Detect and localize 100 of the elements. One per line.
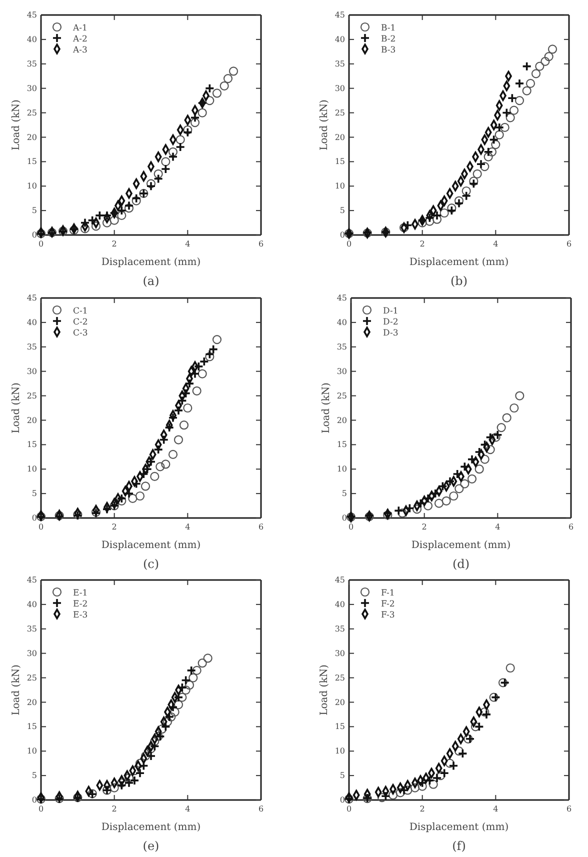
legend-label: D-1 — [383, 306, 398, 316]
y-tick-label: 40 — [26, 318, 37, 328]
y-tick-label: 5 — [32, 489, 37, 498]
y-tick-label: 5 — [340, 771, 345, 780]
x-tick-label: 4 — [493, 240, 498, 249]
y-tick-label: 25 — [26, 673, 37, 682]
legend-label: B-2 — [381, 34, 396, 44]
y-axis-title: Load (kN) — [319, 100, 330, 150]
x-axis-title: Displacement (mm) — [101, 822, 201, 833]
y-tick-label: 20 — [334, 132, 345, 142]
y-tick-label: 0 — [32, 514, 37, 523]
y-tick-label: 0 — [342, 514, 347, 523]
legend-label: F-3 — [381, 610, 395, 620]
y-tick-label: 35 — [334, 59, 345, 68]
x-tick-label: 2 — [112, 240, 117, 249]
legend-label: B-1 — [381, 24, 396, 34]
x-tick-label: 4 — [185, 522, 190, 532]
y-axis-title: Load (kN) — [321, 382, 332, 434]
y-tick-label: 30 — [334, 84, 345, 93]
legend-label: E-3 — [73, 610, 88, 620]
y-tick-label: 20 — [26, 698, 37, 707]
y-tick-label: 5 — [32, 771, 37, 780]
x-axis-title: Displacement (mm) — [409, 822, 509, 833]
y-tick-label: 25 — [336, 391, 347, 400]
legend-label: A-3 — [72, 46, 88, 56]
y-tick-label: 40 — [334, 600, 345, 610]
y-tick-label: 35 — [26, 342, 37, 352]
y-axis-title: Load (kN) — [11, 664, 22, 716]
y-tick-label: 15 — [26, 722, 37, 732]
x-tick-label: 6 — [258, 522, 264, 532]
text: (b) — [450, 274, 468, 288]
x-tick-label: 0 — [348, 522, 354, 532]
legend-label: A-2 — [72, 34, 88, 44]
x-tick-label: 6 — [258, 804, 264, 814]
y-tick-label: 15 — [334, 157, 345, 166]
y-tick-label: 10 — [334, 182, 345, 191]
x-tick-label: 0 — [38, 522, 44, 532]
x-tick-label: 2 — [112, 522, 117, 532]
y-tick-label: 0 — [32, 796, 37, 805]
x-axis-title: Displacement (mm) — [409, 257, 509, 268]
legend-label: C-3 — [73, 328, 88, 338]
y-axis-title: Load (kN) — [11, 100, 22, 150]
y-tick-label: 30 — [26, 648, 37, 658]
y-tick-label: 10 — [336, 464, 347, 474]
y-tick-label: 15 — [26, 440, 37, 450]
y-tick-label: 35 — [26, 59, 37, 68]
legend-label: D-2 — [383, 318, 398, 328]
y-tick-label: 0 — [340, 230, 345, 240]
y-tick-label: 15 — [26, 157, 37, 166]
y-tick-label: 40 — [26, 35, 37, 44]
text: (e) — [142, 839, 160, 853]
y-tick-label: 45 — [336, 294, 347, 303]
text: (c) — [142, 557, 160, 571]
legend-label: D-3 — [383, 328, 398, 338]
text: (d) — [452, 557, 470, 571]
y-tick-label: 25 — [26, 108, 37, 118]
y-tick-label: 45 — [26, 10, 37, 20]
x-tick-label: 6 — [258, 240, 264, 249]
x-axis-title: Displacement (mm) — [101, 540, 201, 551]
x-tick-label: 4 — [495, 522, 500, 532]
y-tick-label: 45 — [334, 576, 345, 585]
y-tick-label: 25 — [334, 108, 345, 118]
y-axis-title: Load (kN) — [319, 664, 330, 716]
legend-label: C-2 — [73, 318, 88, 328]
y-tick-label: 10 — [26, 464, 37, 474]
y-tick-label: 35 — [336, 342, 347, 352]
y-tick-label: 20 — [336, 416, 347, 425]
y-tick-label: 35 — [334, 624, 345, 634]
x-axis-title: Displacement (mm) — [411, 540, 511, 551]
x-tick-label: 2 — [422, 522, 427, 532]
y-tick-label: 20 — [26, 416, 37, 425]
y-tick-label: 5 — [342, 489, 347, 498]
y-axis-title: Load (kN) — [11, 382, 22, 434]
legend-label: E-2 — [73, 600, 88, 610]
y-tick-label: 35 — [26, 624, 37, 634]
x-tick-label: 0 — [38, 804, 44, 814]
legend-label: C-1 — [73, 306, 88, 316]
y-tick-label: 10 — [26, 182, 37, 191]
x-tick-label: 2 — [112, 804, 117, 814]
y-tick-label: 20 — [26, 132, 37, 142]
legend-label: F-2 — [381, 600, 395, 610]
y-tick-label: 30 — [26, 84, 37, 93]
x-tick-label: 2 — [420, 240, 425, 249]
y-tick-label: 15 — [334, 722, 345, 732]
legend-label: A-1 — [72, 24, 88, 34]
x-tick-label: 6 — [568, 522, 574, 532]
y-tick-label: 15 — [336, 440, 347, 450]
y-tick-label: 0 — [340, 796, 345, 805]
y-tick-label: 45 — [334, 10, 345, 20]
y-tick-label: 40 — [26, 600, 37, 610]
y-tick-label: 20 — [334, 698, 345, 707]
legend-label: E-1 — [73, 588, 88, 598]
y-tick-label: 5 — [340, 206, 345, 216]
x-tick-label: 6 — [566, 804, 572, 814]
x-tick-label: 2 — [420, 804, 425, 814]
x-axis-title: Displacement (mm) — [101, 257, 201, 268]
y-tick-label: 45 — [26, 294, 37, 303]
y-tick-label: 45 — [26, 576, 37, 585]
x-tick-label: 0 — [38, 240, 44, 249]
legend-label: F-1 — [381, 588, 395, 598]
